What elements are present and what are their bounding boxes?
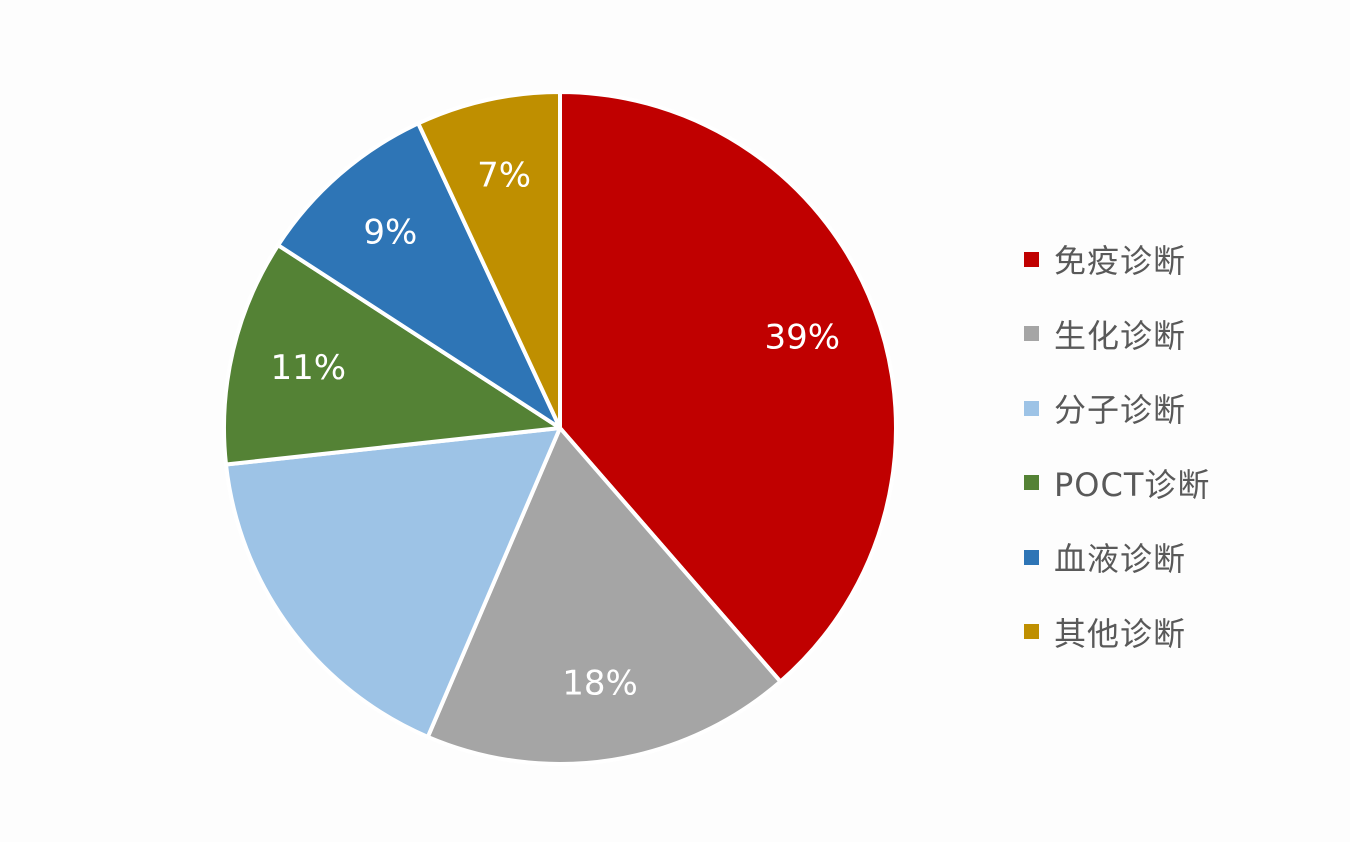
legend-item: 生化诊断	[1024, 297, 1344, 372]
pie-slice	[425, 426, 783, 766]
legend-label: 分子诊断	[1054, 391, 1187, 430]
legend-item: POCT诊断	[1024, 446, 1344, 521]
legend-swatch	[1024, 400, 1039, 416]
slice-data-label: 7%	[477, 155, 531, 195]
legend-swatch	[1024, 251, 1039, 267]
legend-label: 生化诊断	[1054, 316, 1187, 355]
legend-label: 免疫诊断	[1054, 242, 1187, 281]
legend: 免疫诊断生化诊断分子诊断 POCT诊断 血液诊断其他诊断	[1024, 222, 1344, 669]
legend-item: 血液诊断	[1024, 520, 1344, 595]
legend-item: 分子诊断	[1024, 371, 1344, 446]
legend-swatch	[1024, 475, 1039, 491]
legend-label: POCT诊断	[1054, 465, 1211, 504]
pie-slice	[223, 426, 562, 739]
pie-slices	[222, 90, 898, 766]
slice-data-label: 18%	[562, 664, 638, 704]
pie-slice	[222, 243, 562, 467]
legend-item: 免疫诊断	[1024, 222, 1344, 297]
slice-data-label: 9%	[363, 213, 417, 253]
legend-label: 其他诊断	[1054, 614, 1187, 653]
legend-swatch	[1024, 549, 1039, 565]
pie-slice	[416, 90, 562, 430]
pie-data-labels: 39% 18% 11% 9% 7%	[270, 155, 840, 703]
legend-label: 血液诊断	[1054, 540, 1187, 579]
slice-data-label: 39%	[765, 317, 841, 357]
pie-slice	[276, 121, 562, 430]
legend-swatch	[1024, 624, 1039, 640]
legend-item: 其他诊断	[1024, 595, 1344, 670]
legend-swatch	[1024, 326, 1039, 342]
slice-data-label: 11%	[270, 348, 346, 388]
pie-slice	[558, 90, 898, 684]
